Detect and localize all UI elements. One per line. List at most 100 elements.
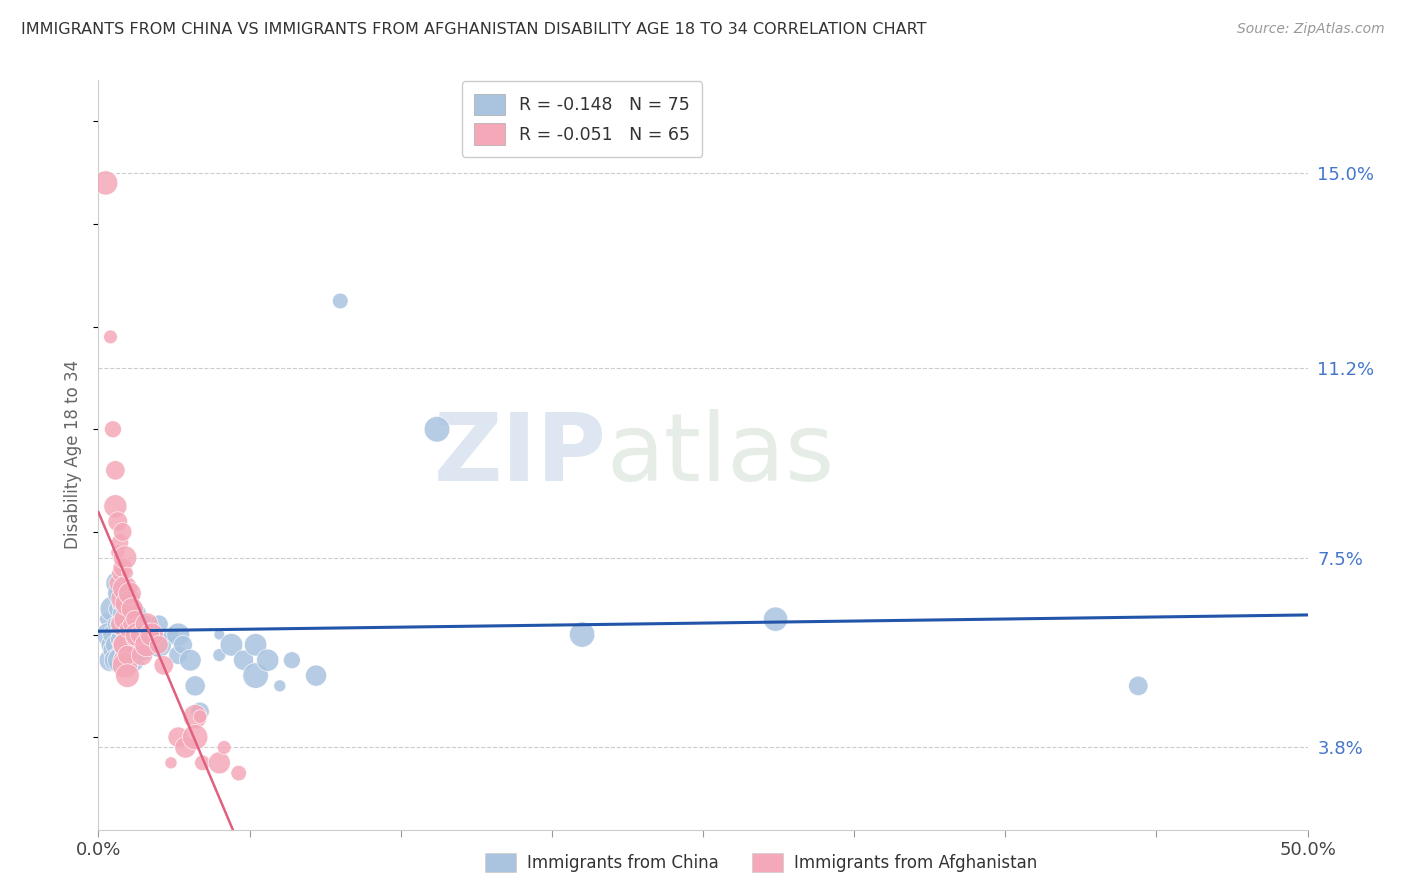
Point	[124, 607, 146, 621]
Point	[97, 627, 120, 641]
Point	[114, 627, 136, 641]
Point	[184, 730, 207, 744]
Point	[765, 612, 787, 626]
Point	[100, 638, 122, 652]
Point	[135, 617, 157, 632]
Point	[100, 653, 122, 667]
Point	[111, 524, 134, 539]
Point	[114, 638, 136, 652]
Point	[104, 617, 127, 632]
Text: Source: ZipAtlas.com: Source: ZipAtlas.com	[1237, 22, 1385, 37]
Point	[118, 623, 141, 637]
Point	[94, 612, 117, 626]
Point	[305, 668, 328, 682]
Text: Immigrants from Afghanistan: Immigrants from Afghanistan	[794, 854, 1038, 871]
Point	[108, 653, 131, 667]
Point	[111, 566, 134, 580]
Point	[104, 500, 127, 514]
Point	[101, 422, 124, 436]
Point	[245, 638, 267, 652]
Point	[117, 591, 139, 606]
Point	[121, 653, 143, 667]
Point	[143, 627, 166, 641]
Point	[114, 612, 136, 626]
Point	[101, 627, 124, 641]
Point	[191, 756, 214, 770]
Point	[111, 653, 134, 667]
Point	[141, 627, 163, 641]
Point	[114, 582, 136, 596]
Point	[124, 648, 146, 662]
Point	[329, 293, 352, 308]
Point	[135, 638, 157, 652]
Point	[117, 638, 139, 652]
Point	[128, 627, 150, 641]
Point	[208, 756, 231, 770]
Point	[114, 648, 136, 662]
Point	[114, 582, 136, 596]
Point	[141, 627, 163, 641]
Point	[131, 623, 153, 637]
Point	[152, 658, 174, 673]
Point	[117, 623, 139, 637]
Point	[269, 679, 291, 693]
Point	[101, 643, 124, 657]
Point	[131, 648, 153, 662]
Point	[174, 740, 197, 755]
Point	[160, 756, 183, 770]
Point	[118, 586, 141, 600]
Point	[228, 766, 250, 780]
Point	[212, 740, 235, 755]
Point	[221, 638, 243, 652]
Point	[107, 648, 129, 662]
Point	[108, 586, 131, 600]
Point	[127, 638, 149, 652]
Point	[101, 602, 124, 616]
Point	[111, 638, 134, 652]
Point	[148, 638, 170, 652]
Legend: R = -0.148   N = 75, R = -0.051   N = 65: R = -0.148 N = 75, R = -0.051 N = 65	[461, 81, 703, 157]
Text: atlas: atlas	[606, 409, 835, 501]
Point	[172, 638, 194, 652]
Point	[208, 648, 231, 662]
Point	[256, 653, 278, 667]
Point	[104, 638, 127, 652]
Point	[111, 597, 134, 611]
Point	[108, 597, 131, 611]
Point	[208, 627, 231, 641]
Point	[167, 627, 190, 641]
Point	[167, 648, 190, 662]
Point	[108, 612, 131, 626]
Point	[184, 709, 207, 723]
Point	[131, 643, 153, 657]
Point	[107, 515, 129, 529]
Point	[114, 607, 136, 621]
Point	[188, 705, 211, 719]
Point	[117, 597, 139, 611]
Point	[104, 653, 127, 667]
Point	[107, 602, 129, 616]
Point	[245, 668, 267, 682]
Point	[114, 658, 136, 673]
Point	[111, 561, 134, 575]
Point	[118, 602, 141, 616]
Point	[104, 586, 127, 600]
Point	[117, 617, 139, 632]
Point	[111, 591, 134, 606]
Point	[121, 602, 143, 616]
Point	[1128, 679, 1150, 693]
Point	[148, 617, 170, 632]
Point	[148, 638, 170, 652]
Point	[107, 545, 129, 559]
Point	[100, 330, 122, 344]
Point	[108, 566, 131, 580]
Point	[121, 632, 143, 647]
Point	[107, 576, 129, 591]
Point	[108, 535, 131, 549]
Point	[108, 632, 131, 647]
Point	[571, 627, 593, 641]
Point	[114, 550, 136, 565]
Point	[111, 638, 134, 652]
Text: IMMIGRANTS FROM CHINA VS IMMIGRANTS FROM AFGHANISTAN DISABILITY AGE 18 TO 34 COR: IMMIGRANTS FROM CHINA VS IMMIGRANTS FROM…	[21, 22, 927, 37]
Point	[121, 612, 143, 626]
